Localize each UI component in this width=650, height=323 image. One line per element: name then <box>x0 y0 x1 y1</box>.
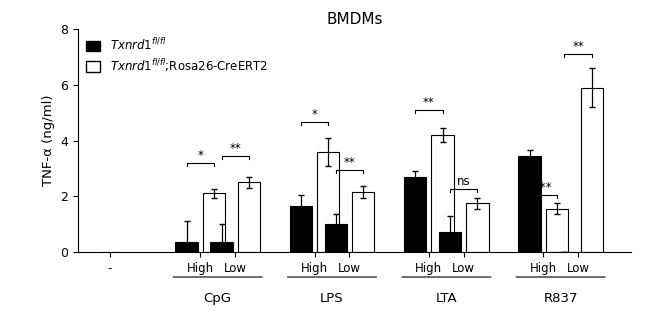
Text: *: * <box>198 149 203 162</box>
Text: LPS: LPS <box>320 292 344 305</box>
Text: **: ** <box>229 142 241 155</box>
Bar <box>439 233 462 252</box>
Bar <box>580 88 603 252</box>
Bar <box>176 242 198 252</box>
Text: CpG: CpG <box>203 292 231 305</box>
Bar <box>466 203 489 252</box>
Text: ***: *** <box>534 181 552 194</box>
Bar <box>203 193 225 252</box>
Bar <box>211 242 233 252</box>
Text: LTA: LTA <box>436 292 457 305</box>
Bar <box>317 152 339 252</box>
Bar <box>325 224 347 252</box>
Bar <box>352 192 374 252</box>
Text: **: ** <box>423 96 435 109</box>
Bar <box>404 177 426 252</box>
Text: *: * <box>311 108 317 121</box>
Text: **: ** <box>572 40 584 53</box>
Text: ns: ns <box>457 175 471 188</box>
Bar <box>290 206 312 252</box>
Bar <box>432 135 454 252</box>
Y-axis label: TNF-α (ng/ml): TNF-α (ng/ml) <box>42 95 55 186</box>
Bar <box>546 209 568 252</box>
Text: **: ** <box>344 156 356 169</box>
Title: BMDMs: BMDMs <box>326 12 382 26</box>
Legend: $\mathit{Txnrd1}^{fl/fl}$, $\mathit{Txnrd1}^{fl/fl}$;Rosa26-CreERT2: $\mathit{Txnrd1}^{fl/fl}$, $\mathit{Txnr… <box>84 35 270 76</box>
Bar <box>519 156 541 252</box>
Text: R837: R837 <box>543 292 578 305</box>
Bar <box>238 182 260 252</box>
